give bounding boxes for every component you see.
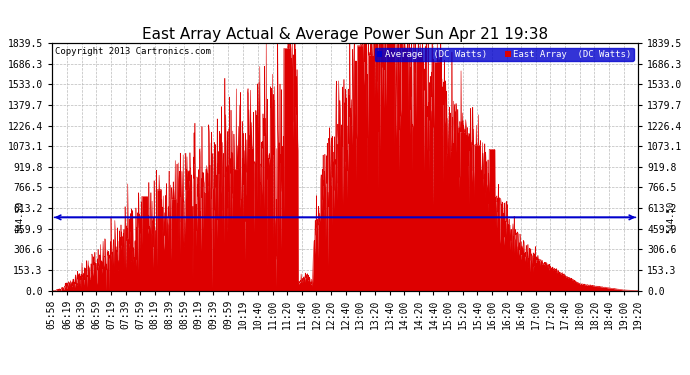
Text: 544.50: 544.50 bbox=[666, 201, 675, 234]
Text: Copyright 2013 Cartronics.com: Copyright 2013 Cartronics.com bbox=[55, 47, 210, 56]
Text: 544.50: 544.50 bbox=[15, 201, 24, 234]
Legend: Average  (DC Watts), East Array  (DC Watts): Average (DC Watts), East Array (DC Watts… bbox=[375, 48, 633, 61]
Title: East Array Actual & Average Power Sun Apr 21 19:38: East Array Actual & Average Power Sun Ap… bbox=[142, 27, 548, 42]
